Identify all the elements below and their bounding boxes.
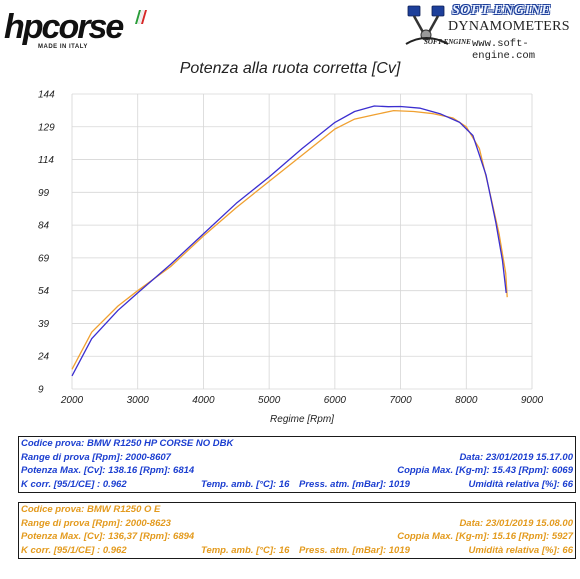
- run2-torque: Coppia Max. [Kg-m]: 15.16 [Rpm]: 5927: [397, 531, 573, 542]
- run1-humidity: Umidità relativa [%]: 66: [468, 478, 573, 490]
- y-tick-label-4: 69: [38, 253, 50, 264]
- soft-engine-subtitle: DYNAMOMETERS: [448, 19, 570, 34]
- run2-humidity: Umidità relativa [%]: 66: [468, 544, 573, 556]
- x-tick-label-7: 9000: [521, 395, 544, 406]
- run-info-1: Codice prova: BMW R1250 HP CORSE NO DBK …: [18, 436, 576, 493]
- run2-temp: Temp. amb. [°C]: 16: [201, 544, 290, 556]
- x-tick-label-5: 7000: [389, 395, 412, 406]
- hpcorse-tagline: MADE IN ITALY: [38, 44, 88, 50]
- series-line-1: [71, 105, 507, 377]
- run1-range: Range di prova [Rpm]: 2000-8607: [21, 451, 171, 463]
- y-axis-ticks: 9 24 39 54 69 84 99 114 129 144: [37, 90, 55, 396]
- x-tick-label-2: 4000: [192, 395, 215, 406]
- x-tick-label-6: 8000: [455, 395, 478, 406]
- run1-kcorr: K corr. [95/1/CE] : 0.962: [21, 478, 127, 490]
- run2-date: Data: 23/01/2019 15.08.00: [459, 517, 573, 529]
- y-tick-label-9: 144: [38, 90, 55, 101]
- power-chart: 9 24 39 54 69 84 99 114 129 144 2000 3000 4000 5000 6…: [37, 90, 544, 426]
- hpcorse-logo-text: hpcorse: [4, 8, 124, 46]
- y-tick-label-8: 129: [38, 122, 55, 133]
- x-axis-ticks: 2000 3000 4000 5000 6000 7000 8000 9000: [60, 395, 544, 406]
- chart-title: Potenza alla ruota corretta [Cv]: [179, 60, 401, 77]
- run2-kcorr: K corr. [95/1/CE] : 0.962: [21, 544, 127, 556]
- soft-engine-brand: SOFT-ENGINE: [452, 3, 552, 18]
- y-tick-label-5: 84: [38, 221, 50, 232]
- x-axis-label: Regime [Rpm]: [270, 414, 334, 425]
- y-tick-label-6: 99: [38, 188, 50, 199]
- y-tick-label-0: 9: [38, 385, 44, 396]
- run1-code: Codice prova: BMW R1250 HP CORSE NO DBK: [21, 438, 234, 449]
- x-tick-label-3: 5000: [258, 395, 281, 406]
- soft-engine-logo: SOFT-ENGINE DYNAMOMETERS SOFT-ENGINE www…: [398, 0, 580, 62]
- chart-grid: [71, 93, 533, 390]
- chart-series: [71, 105, 508, 377]
- y-tick-label-1: 24: [37, 352, 50, 363]
- series-line-2: [71, 109, 508, 370]
- run-info-2: Codice prova: BMW R1250 O E Range di pro…: [18, 502, 576, 559]
- run1-torque: Coppia Max. [Kg-m]: 15.43 [Rpm]: 6069: [397, 465, 573, 476]
- italian-flag-icon: [135, 10, 147, 24]
- run1-power: Potenza Max. [Cv]: 138.16 [Rpm]: 6814: [21, 465, 195, 476]
- x-tick-label-1: 3000: [127, 395, 150, 406]
- run2-range: Range di prova [Rpm]: 2000-8623: [21, 517, 171, 529]
- pistons-icon: [405, 5, 449, 45]
- soft-engine-url: www.soft-engine.com: [472, 38, 536, 62]
- x-tick-label-0: 2000: [60, 395, 84, 406]
- run1-press: Press. atm. [mBar]: 1019: [299, 478, 410, 490]
- run1-temp: Temp. amb. [°C]: 16: [201, 478, 290, 490]
- run2-code: Codice prova: BMW R1250 O E: [21, 504, 161, 515]
- y-tick-label-7: 114: [38, 155, 54, 166]
- hpcorse-logo: hpcorse MADE IN ITALY: [4, 6, 154, 52]
- x-tick-label-4: 6000: [324, 395, 347, 406]
- soft-engine-small-text: SOFT-ENGINE: [424, 38, 471, 46]
- run2-power: Potenza Max. [Cv]: 136,37 [Rpm]: 6894: [21, 531, 195, 542]
- y-tick-label-3: 54: [38, 286, 50, 297]
- run1-date: Data: 23/01/2019 15.17.00: [459, 451, 573, 463]
- run2-press: Press. atm. [mBar]: 1019: [299, 544, 410, 556]
- y-tick-label-2: 39: [38, 319, 50, 330]
